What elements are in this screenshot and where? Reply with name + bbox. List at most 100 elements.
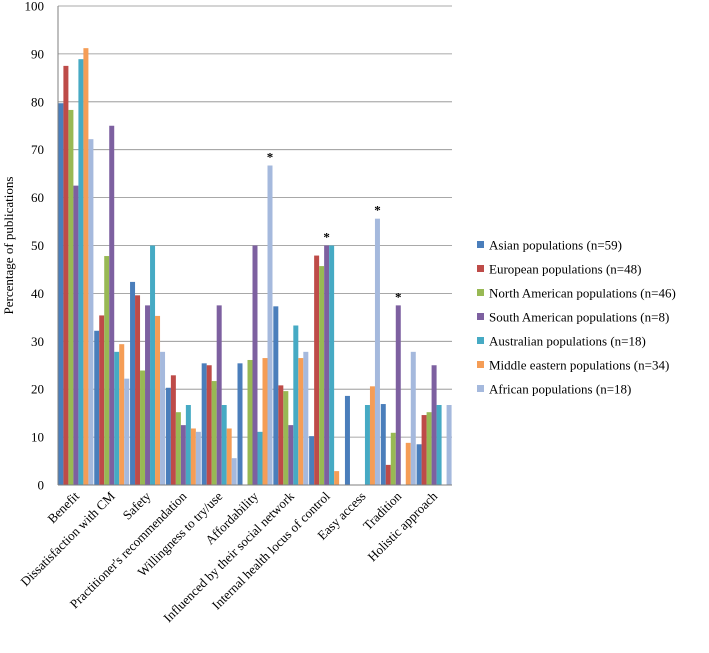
bar [309,436,315,485]
bar [145,305,151,485]
bar [303,351,309,485]
bar [273,306,279,485]
bar [283,391,289,485]
bar [416,444,422,485]
bar [421,415,427,485]
bar [390,432,396,485]
bar [385,464,391,485]
bar [231,458,237,485]
bar [140,370,146,485]
y-tick-label: 0 [38,478,45,493]
bar [73,185,79,485]
y-tick-label: 30 [31,334,44,349]
bar [221,405,227,485]
bar [211,381,217,485]
bar [160,351,166,485]
legend-swatch [477,289,484,296]
bar [130,281,136,485]
bar [185,405,191,485]
bar [83,48,89,485]
bar [344,395,350,485]
legend-label: Australian populations (n=18) [489,334,646,349]
bar [58,103,64,485]
bar [109,125,115,485]
bar [94,330,100,485]
legend-swatch [477,337,484,344]
y-tick-labels: 0 10 20 30 40 50 60 70 80 90 100 [25,0,45,493]
bar [88,139,94,486]
bar [124,378,130,485]
bar [446,405,452,485]
legend-swatch [477,385,484,392]
bars [58,48,452,486]
bar [237,363,243,485]
bar [119,344,125,485]
bar [226,428,232,485]
bar [329,245,335,485]
legend-swatch [477,265,484,272]
bar [410,351,416,485]
legend-label: North American populations (n=46) [489,286,676,301]
y-axis-label: Percentage of publications [1,177,16,315]
category-label: Influenced by their social network [160,488,297,625]
bar [293,325,299,485]
bar [99,315,105,485]
bar [431,365,437,485]
bar [78,59,84,485]
bar [180,425,186,485]
bar [135,295,141,485]
bar [324,245,330,485]
bar [278,385,284,485]
legend-label: Asian populations (n=59) [489,238,622,253]
bar [216,305,222,485]
bar [252,245,258,485]
bar [436,405,442,485]
bar [298,358,304,485]
bar [201,363,207,485]
y-tick-label: 100 [25,0,45,14]
significance-marker: * [395,289,402,304]
y-tick-label: 90 [31,46,44,61]
bar [319,266,325,485]
bar [262,358,268,485]
bar [395,305,401,485]
annotations: * * * * [267,150,402,305]
y-tick-label: 20 [31,382,44,397]
bar [190,428,196,485]
bar [374,218,380,485]
bar [334,471,340,485]
bar [114,351,120,485]
legend-label: African populations (n=18) [489,382,631,397]
legend-label: South American populations (n=8) [489,310,669,325]
legend-swatch [477,313,484,320]
bar [364,405,370,485]
bar [165,387,171,485]
bar [155,315,161,485]
bar [426,412,432,485]
bar [170,375,176,485]
bar [63,65,69,485]
legend-label: European populations (n=48) [489,262,641,277]
bar [257,431,263,485]
y-tick-label: 40 [31,286,44,301]
axes [57,6,452,486]
bar [247,359,253,485]
bar [195,431,201,485]
bar [369,386,375,485]
significance-marker: * [374,203,381,218]
significance-marker: * [267,150,274,165]
bar [68,109,74,486]
legend: Asian populations (n=59) European populat… [477,238,676,397]
y-tick-label: 80 [31,94,44,109]
y-tick-label: 60 [31,190,44,205]
bar [380,404,386,485]
significance-marker: * [323,230,330,245]
bar [288,425,294,485]
bar [104,256,110,485]
bar [405,442,411,485]
bar [150,245,156,485]
bar [175,412,181,485]
bar [314,255,320,485]
